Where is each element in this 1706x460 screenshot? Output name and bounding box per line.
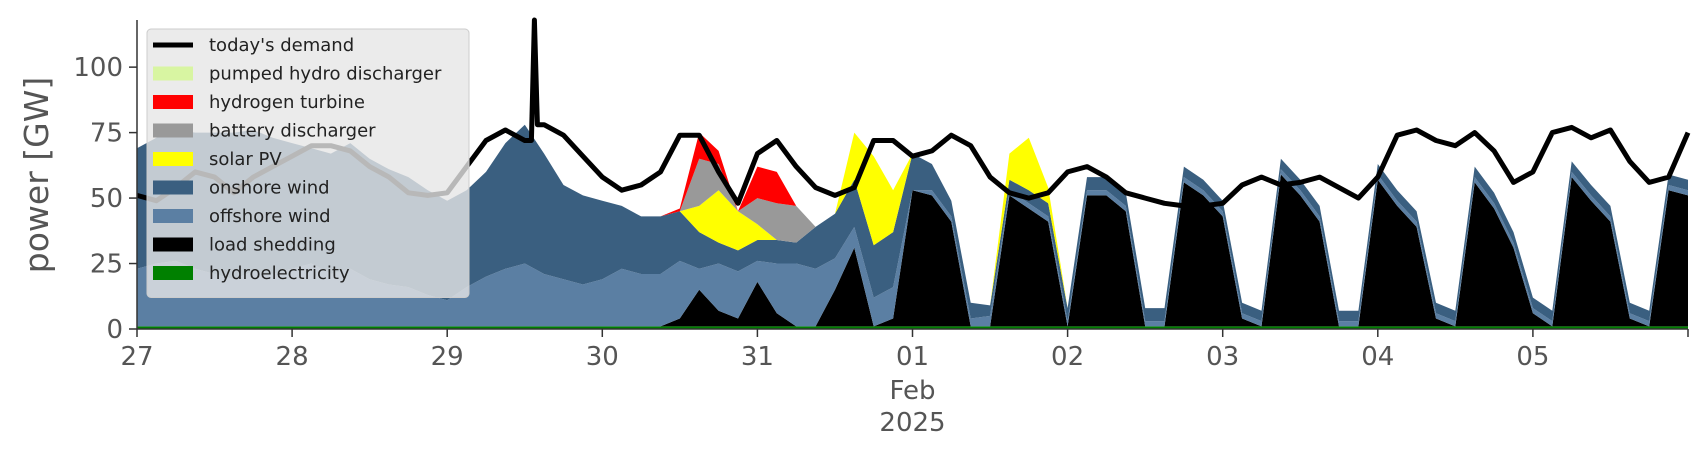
legend-swatch — [153, 180, 193, 195]
legend-label: load shedding — [209, 235, 336, 256]
x-tick-label: 04 — [1361, 342, 1394, 372]
y-tick-label: 50 — [90, 184, 123, 214]
legend-label: solar PV — [209, 149, 282, 170]
legend-swatch — [153, 209, 193, 223]
x-tick-sublabel: 2025 — [879, 408, 945, 438]
x-tick-label: 29 — [431, 342, 464, 372]
x-tick-label: 27 — [120, 342, 153, 372]
legend: today's demand pumped hydro discharger hyd… — [146, 28, 470, 298]
y-ticks: 0 25 50 75 100 — [73, 53, 137, 345]
legend-label: onshore wind — [209, 178, 330, 199]
legend-label: today's demand — [209, 35, 354, 56]
y-tick-label: 25 — [90, 250, 123, 280]
x-tick-sublabel: Feb — [889, 376, 935, 406]
y-tick-label: 75 — [90, 119, 123, 149]
x-tick-label: 03 — [1206, 342, 1239, 372]
legend-label: hydroelectricity — [209, 263, 350, 284]
area-load-shedding — [137, 174, 1688, 327]
x-tick-label: 01 — [896, 342, 929, 372]
area-onshore-wind — [137, 124, 1688, 322]
legend-label: pumped hydro discharger — [209, 64, 442, 85]
legend-label: hydrogen turbine — [209, 92, 365, 113]
legend-box — [146, 28, 470, 298]
legend-swatch — [153, 123, 193, 138]
legend-swatch — [153, 95, 193, 109]
x-tick-label: 30 — [586, 342, 619, 372]
y-tick-label: 0 — [106, 315, 123, 345]
x-tick-label: 05 — [1516, 342, 1549, 372]
y-axis-label: power [GW] — [17, 77, 56, 273]
y-tick-label: 100 — [73, 53, 123, 83]
area-offshore-wind — [137, 169, 1688, 327]
x-tick-label: 31 — [741, 342, 774, 372]
x-tick-label: 28 — [276, 342, 309, 372]
legend-swatch — [153, 237, 193, 252]
legend-label: offshore wind — [209, 206, 331, 227]
legend-swatch — [153, 266, 193, 280]
legend-swatch — [153, 152, 193, 166]
x-tick-label: 02 — [1051, 342, 1084, 372]
legend-swatch — [153, 66, 193, 81]
legend-label: battery discharger — [209, 121, 376, 142]
